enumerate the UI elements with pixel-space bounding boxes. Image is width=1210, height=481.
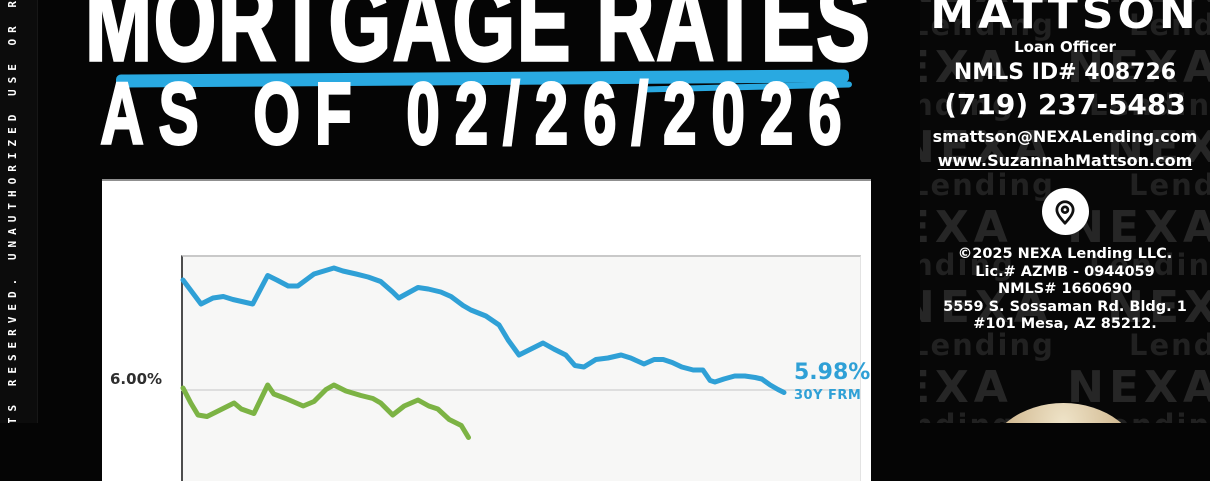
agent-photo [986,403,1141,423]
watermark-sub-row: Lending Lending Lending [920,248,1210,282]
headline-block: MORTGAGE RATES [37,0,920,79]
copyright-watermark-strip: HTS RESERVED. UNAUTHORIZED USE OR R [0,0,38,423]
agent-info-panel: NEXA NEXA NEXALending Lending LendingNEX… [920,0,1210,423]
line-green-series [180,382,471,440]
page-title: MORTGAGE RATES [84,0,872,84]
line-30y-frm [180,265,787,395]
watermark-sub-row: Lending Lending Lending [920,328,1210,362]
watermark-brand-row: NEXA NEXA NEXA [920,362,1210,413]
watermark-brand-row: NEXA NEXA NEXA [920,122,1210,173]
series-legend-30y-frm: 30Y FRM [794,388,862,403]
rates-line-chart [180,265,787,440]
company-license-line: 5559 S. Sossaman Rd. Bldg. 1 [943,298,1187,315]
watermark-brand-row: NEXA NEXA NEXA [920,42,1210,93]
agent-email: smattson@NEXALending.com [932,127,1198,146]
watermark-brand-row: NEXA NEXA NEXA [920,282,1210,333]
location-pin-wrap [920,188,1210,235]
current-rate-label: 5.98% [794,360,871,385]
company-license-block: ©2025 NEXA Lending LLC. Lic.# AZMB - 0944… [920,246,1210,334]
agent-nmls-id: NMLS ID# 408726 [953,60,1177,85]
watermark-sub-row: Lending Lending Lending [920,88,1210,122]
watermark-brand-row: NEXA NEXA NEXA [920,0,1210,10]
y-axis-tick-label: 6.00% [110,370,163,388]
watermark-sub-row: Lending Lending Lending [920,8,1210,42]
agent-last-name: MATTSON [930,0,1200,39]
company-license-line: ©2025 NEXA Lending LLC. [957,246,1173,262]
agent-info-content: MATTSON Loan Officer NMLS ID# 408726 (71… [920,0,1210,423]
agent-role: Loan Officer [1014,38,1116,56]
copyright-vertical-text: HTS RESERVED. UNAUTHORIZED USE OR R [6,0,19,423]
agent-phone-number: (719) 237-5483 [944,88,1186,121]
chart-gridline-6pct [181,389,859,391]
rates-chart-panel: 6.00% 5.98% 30Y FRM [102,179,871,481]
company-license-line: Lic.# AZMB - 0944059 [975,263,1155,280]
company-license-line: #101 Mesa, AZ 85212. [973,316,1157,332]
location-pin-icon [1041,188,1089,235]
subtitle-block: AS OF 02/26/2026 [37,69,920,159]
as-of-date: AS OF 02/26/2026 [99,65,857,163]
company-license-line: NMLS# 1660690 [997,281,1133,297]
agent-website: www.SuzannahMattson.com [937,151,1193,170]
